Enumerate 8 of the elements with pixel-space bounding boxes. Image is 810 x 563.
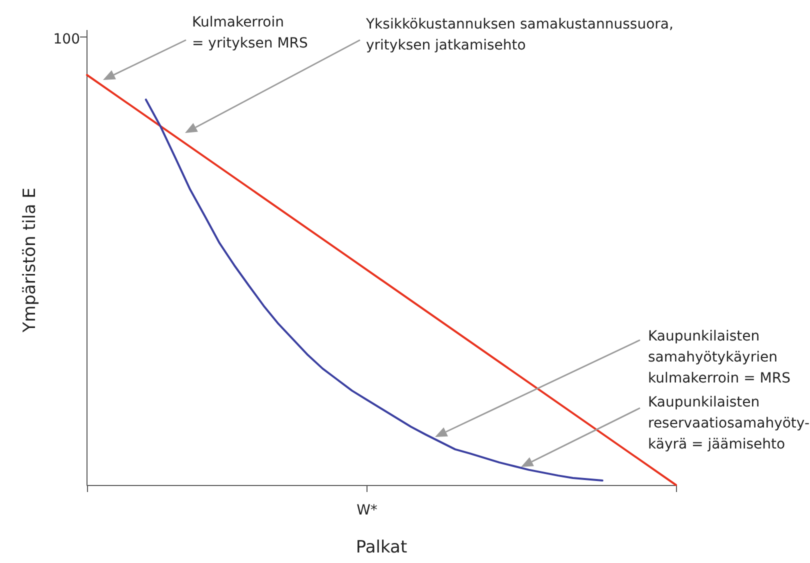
y-axis-title: Ympäristön tila E: [20, 188, 40, 334]
text: Yksikkökustannuksen samakustannussuora, yrityksen jatkamisehto: [365, 16, 674, 54]
text: 100: [53, 32, 80, 48]
text: W*: [356, 502, 378, 518]
x-axis-title: Palkat: [356, 538, 408, 558]
text: Kulmakerroin = yrityksen MRS: [192, 14, 308, 52]
annotation: Kaupunkilaisten samahyötykäyrien kulmakerroin = MRS: [648, 328, 791, 386]
annotation: Kaupunkilaisten reservaatiosamahyöty- käyrä = jäämisehto: [648, 394, 810, 452]
